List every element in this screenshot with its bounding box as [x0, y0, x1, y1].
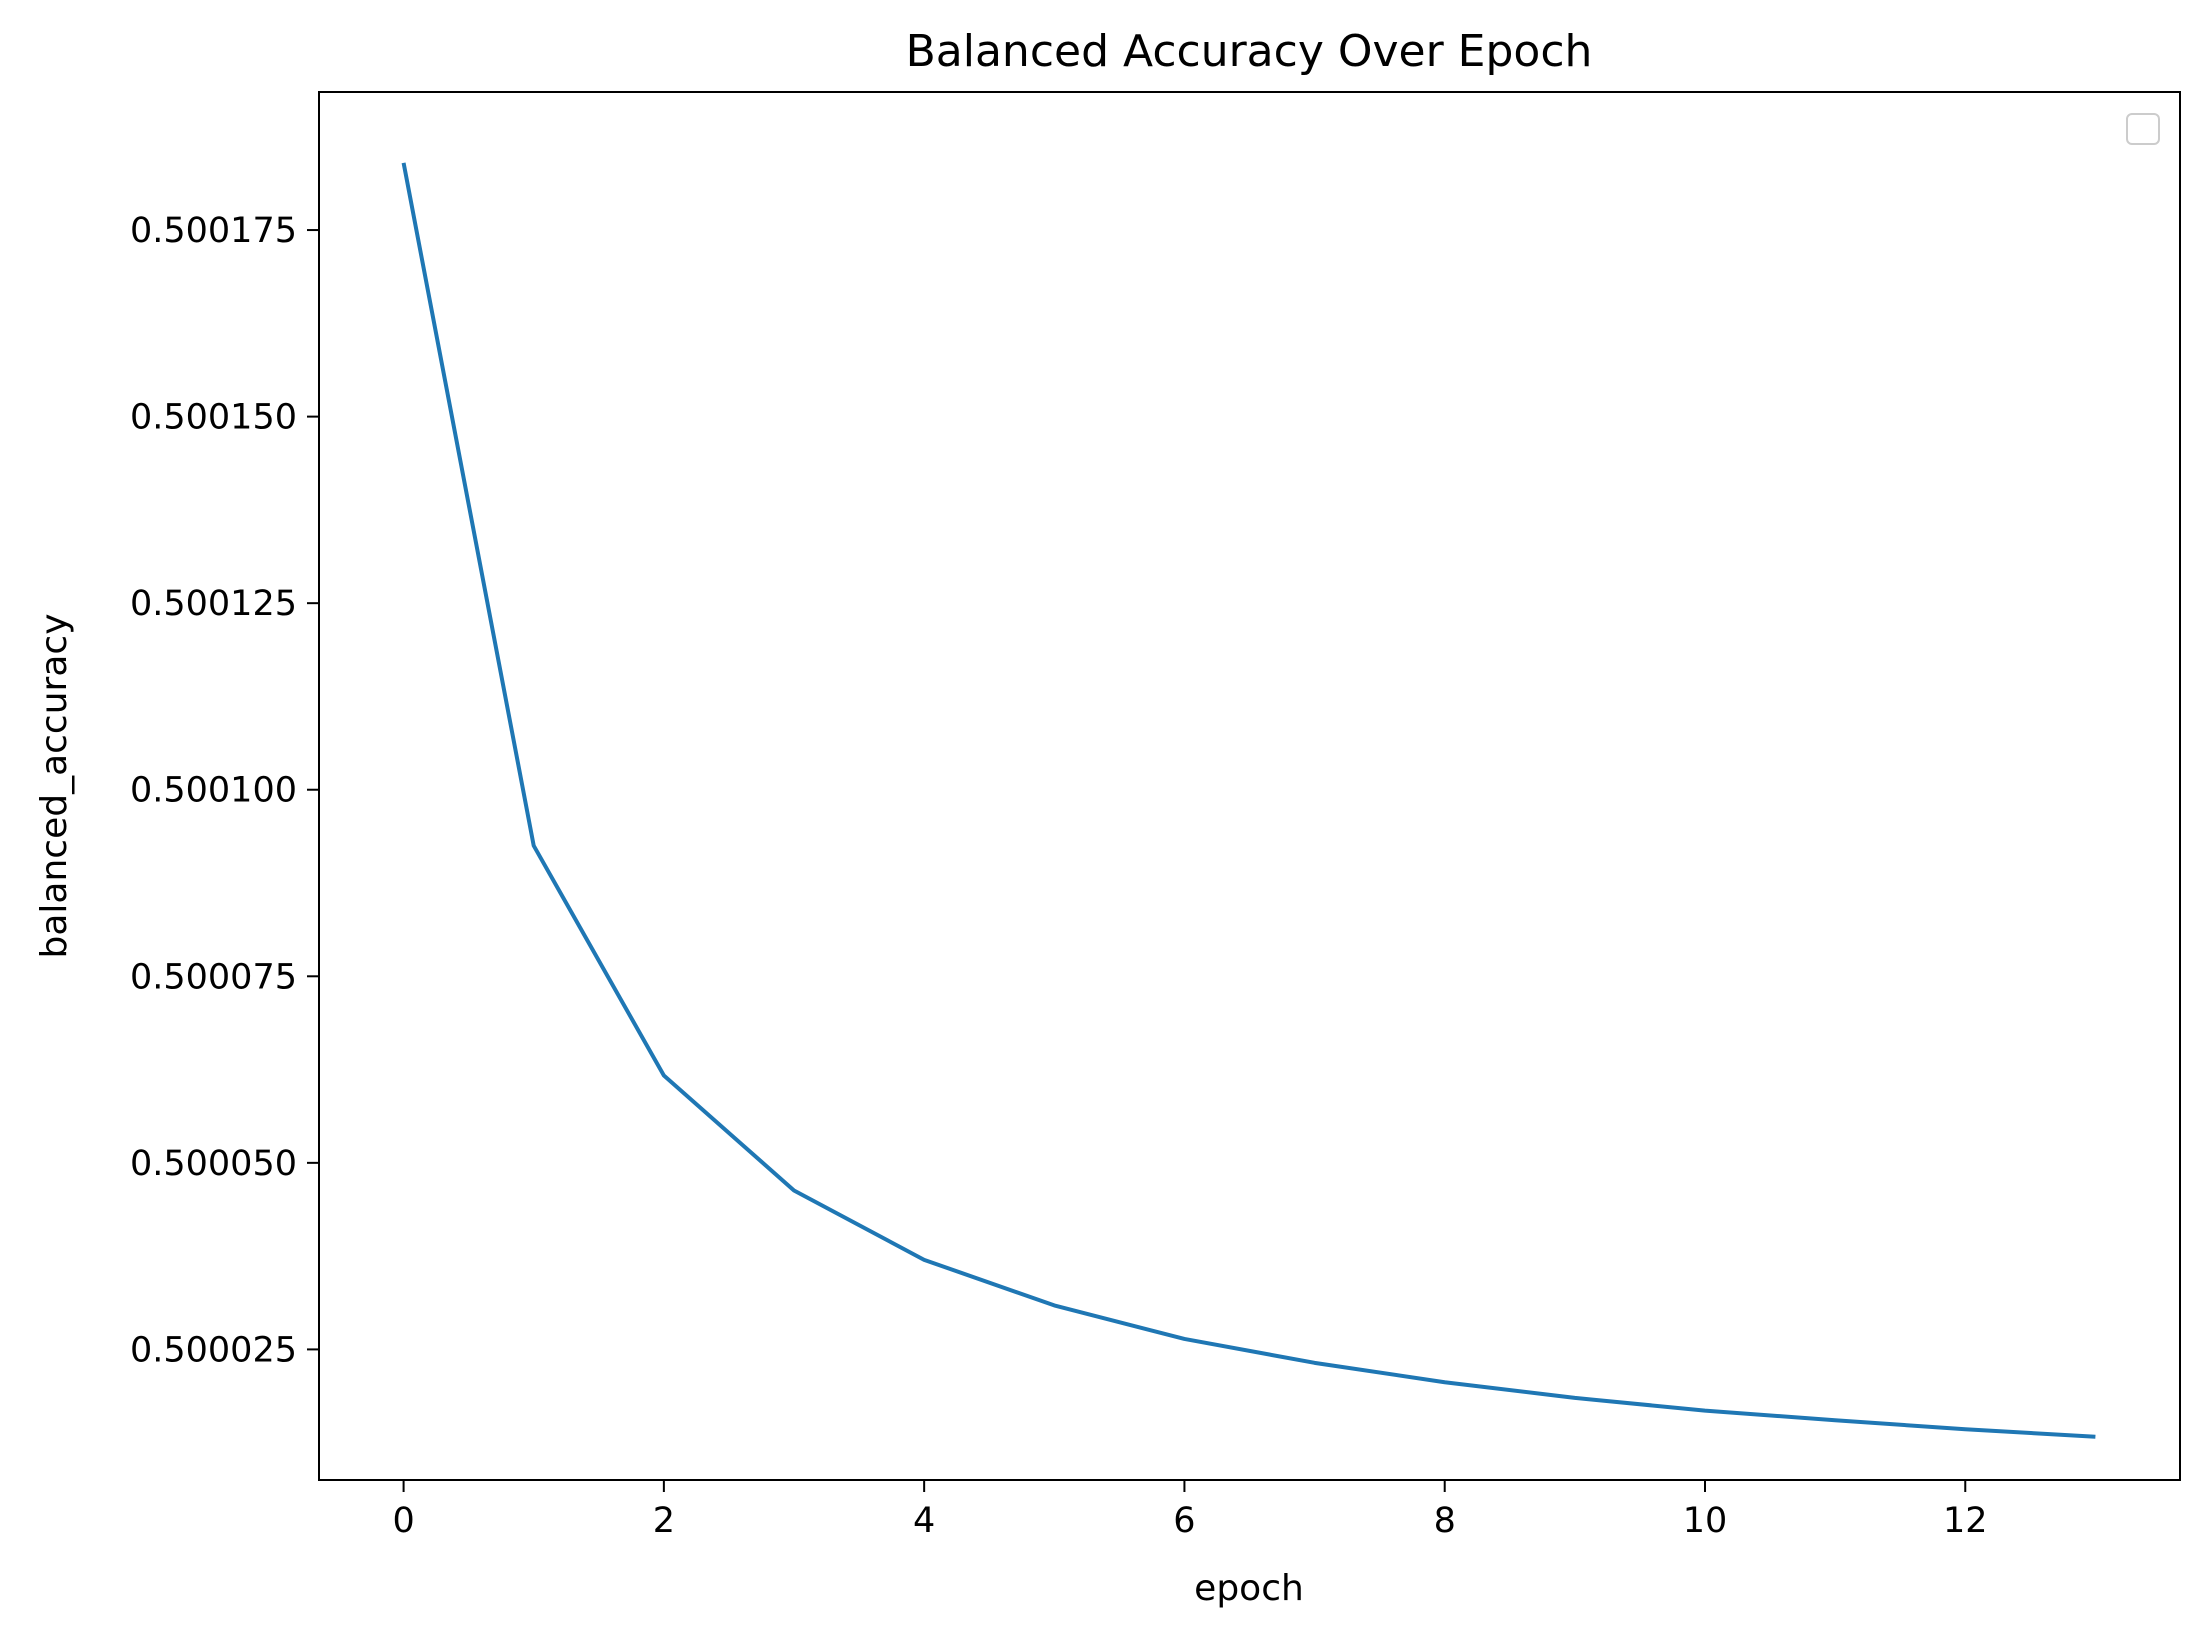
y-tick-label: 0.500025	[130, 1330, 297, 1370]
y-tick-label: 0.500125	[130, 584, 297, 624]
y-axis-label: balanced_accuracy	[34, 613, 75, 958]
x-axis-label: epoch	[1194, 1568, 1304, 1609]
x-tick-label: 4	[913, 1501, 935, 1541]
y-tick-label: 0.500175	[130, 211, 297, 251]
y-axis: 0.500025 0.500050 0.500075 0.500100 0.500125…	[130, 211, 319, 1370]
x-tick-label: 0	[392, 1501, 414, 1541]
y-tick-label: 0.500100	[130, 771, 297, 811]
y-tick-label: 0.500050	[130, 1144, 297, 1184]
x-tick-label: 12	[1943, 1501, 1988, 1541]
x-axis: 0 2 4 6 8 10 12	[392, 1480, 1988, 1541]
x-tick-label: 10	[1683, 1501, 1728, 1541]
axes-frame	[318, 91, 2181, 1481]
x-tick-label: 8	[1434, 1501, 1456, 1541]
x-tick-label: 6	[1173, 1501, 1195, 1541]
plot-area	[401, 162, 2096, 1439]
x-tick-label: 2	[653, 1501, 675, 1541]
chart-title: Balanced Accuracy Over Epoch	[906, 26, 1593, 77]
y-tick-label: 0.500150	[130, 398, 297, 438]
legend-box	[2126, 113, 2160, 145]
series-line	[401, 162, 2096, 1439]
y-tick-label: 0.500075	[130, 957, 297, 997]
